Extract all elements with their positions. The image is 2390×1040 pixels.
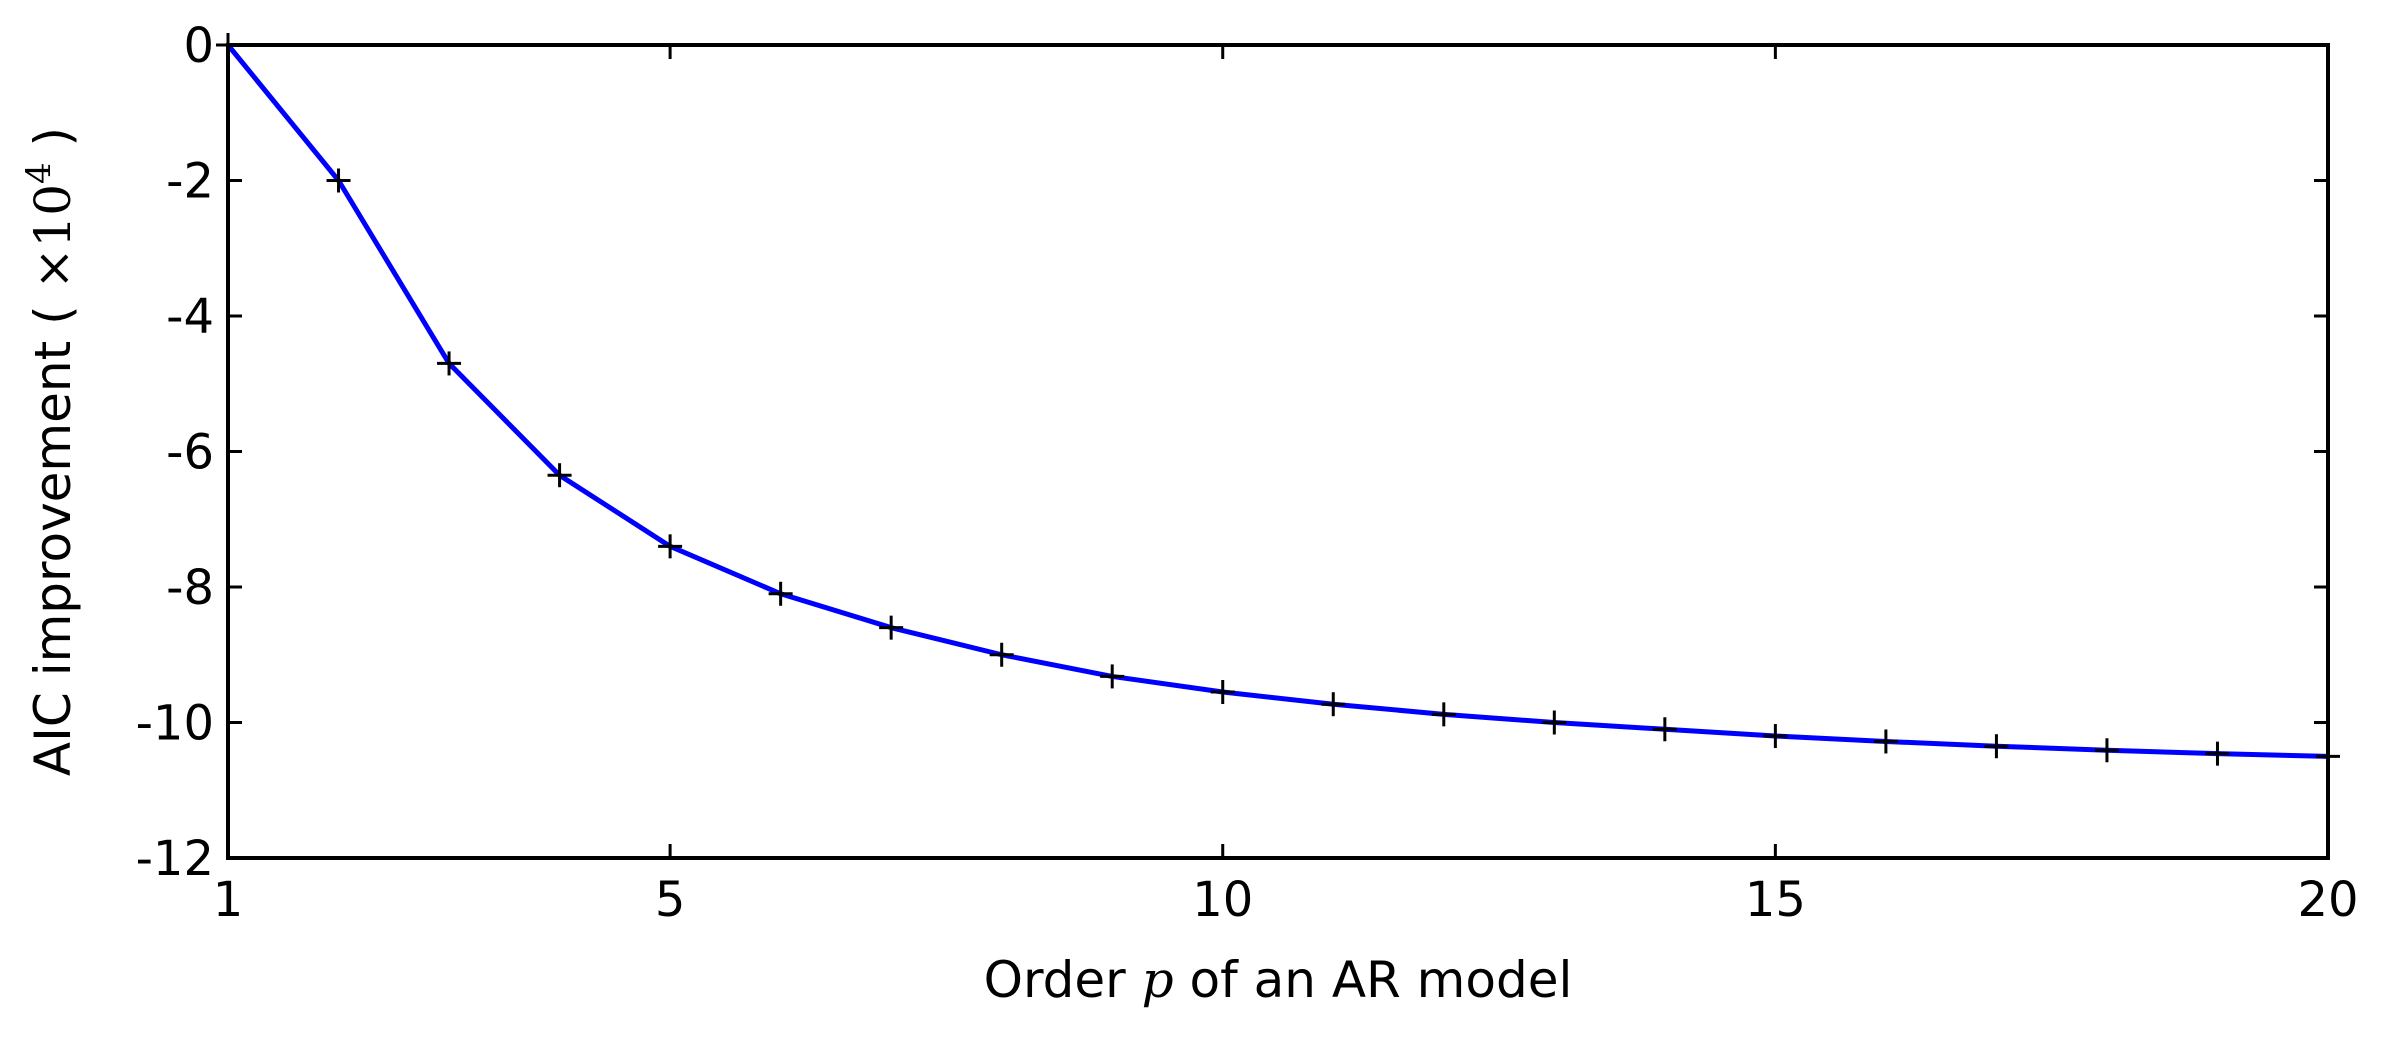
plot-frame (226, 43, 2330, 860)
data-point-marker (1652, 717, 1677, 742)
y-axis-label: AIC improvement ( ×104 ) (19, 127, 82, 776)
data-point-marker (768, 581, 793, 606)
x-axis-label-var: p (1142, 951, 1174, 1009)
data-point-marker (879, 615, 904, 640)
data-point-marker (1321, 692, 1346, 717)
series-layer (216, 33, 2340, 769)
series-line (226, 43, 2329, 759)
x-axis-label-prefix: Order (984, 951, 1142, 1009)
y-tick-label: -8 (166, 560, 214, 616)
x-axis-label-suffix: of an AR model (1174, 951, 1573, 1009)
y-axis-label-close: ) (24, 127, 82, 162)
data-point-marker (1984, 734, 2009, 759)
x-axis-label: Order p of an AR model (984, 951, 1573, 1009)
x-tick-label: 5 (655, 872, 686, 928)
data-point-marker (1210, 680, 1235, 705)
y-axis-label-mult: ×10 (24, 184, 82, 290)
data-point-marker (1873, 729, 1898, 754)
ticks-layer: 1 5 10 15 200-2-4-6-8-10-12 (136, 18, 2359, 928)
y-axis-label-text: AIC improvement ( (24, 290, 82, 777)
data-point-marker (1542, 710, 1567, 735)
y-tick-label: 0 (183, 18, 214, 74)
data-point-marker (989, 642, 1014, 667)
data-point-marker (547, 463, 572, 488)
data-point-marker (326, 168, 351, 193)
x-tick-label: 10 (1192, 872, 1253, 928)
data-point-marker (1763, 724, 1788, 749)
y-axis-label-exp: 4 (19, 162, 59, 184)
data-point-marker (658, 534, 683, 559)
y-tick-label: -2 (166, 154, 214, 210)
data-point-marker (2205, 741, 2230, 766)
data-point-marker (1431, 702, 1456, 727)
data-point-marker (2094, 738, 2119, 763)
y-tick-label: -6 (166, 425, 214, 481)
x-tick-label: 20 (2297, 872, 2358, 928)
x-tick-label: 15 (1745, 872, 1806, 928)
data-point-marker (437, 351, 462, 376)
x-tick-label: 1 (213, 872, 244, 928)
y-tick-label: -4 (166, 289, 214, 345)
y-tick-label: -10 (136, 696, 214, 752)
data-point-marker (1100, 664, 1125, 689)
y-tick-label: -12 (136, 831, 214, 887)
